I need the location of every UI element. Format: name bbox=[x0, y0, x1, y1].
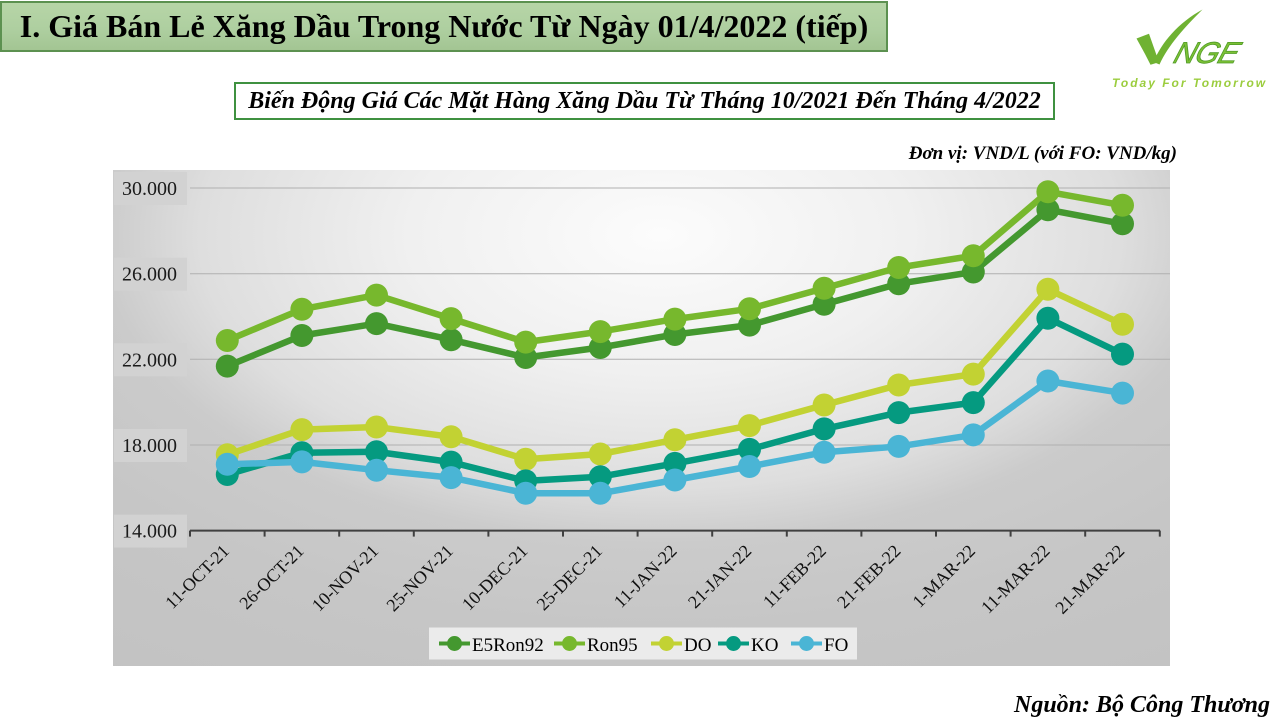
svg-text:14.000: 14.000 bbox=[122, 521, 177, 543]
svg-text:KO: KO bbox=[751, 635, 778, 656]
svg-text:26.000: 26.000 bbox=[122, 264, 177, 286]
svg-text:22.000: 22.000 bbox=[122, 349, 177, 371]
svg-text:FO: FO bbox=[824, 635, 848, 656]
svg-text:30.000: 30.000 bbox=[122, 178, 177, 200]
svg-text:Ron95: Ron95 bbox=[587, 635, 638, 656]
svg-text:18.000: 18.000 bbox=[122, 435, 177, 457]
svg-text:DO: DO bbox=[684, 635, 711, 656]
svg-text:E5Ron92: E5Ron92 bbox=[472, 635, 544, 656]
svg-text:NGE: NGE bbox=[1170, 36, 1246, 70]
svg-text:Today For Tomorrow: Today For Tomorrow bbox=[1112, 76, 1267, 90]
